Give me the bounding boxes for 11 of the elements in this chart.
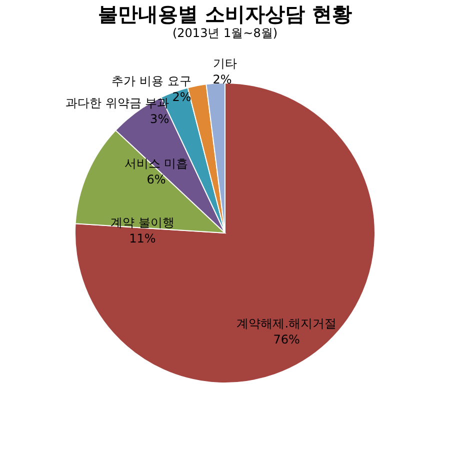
slice-label: 계약해제.해지거절 [236,316,337,331]
data-label: 3% [150,112,170,126]
slice-label: 계약 불이행 [110,215,174,230]
slice-label: 추가 비용 요구 [112,74,192,88]
data-label: 11% [129,231,156,246]
data-label: 6% [146,172,166,186]
chart-subtitle: (2013년 1월~8월) [172,26,278,40]
data-label: 2% [212,72,232,86]
chart-title: 불만내용별 소비자상담 현황 [98,2,352,26]
slice-label: 기타 [212,56,237,70]
data-label: 76% [273,332,300,347]
